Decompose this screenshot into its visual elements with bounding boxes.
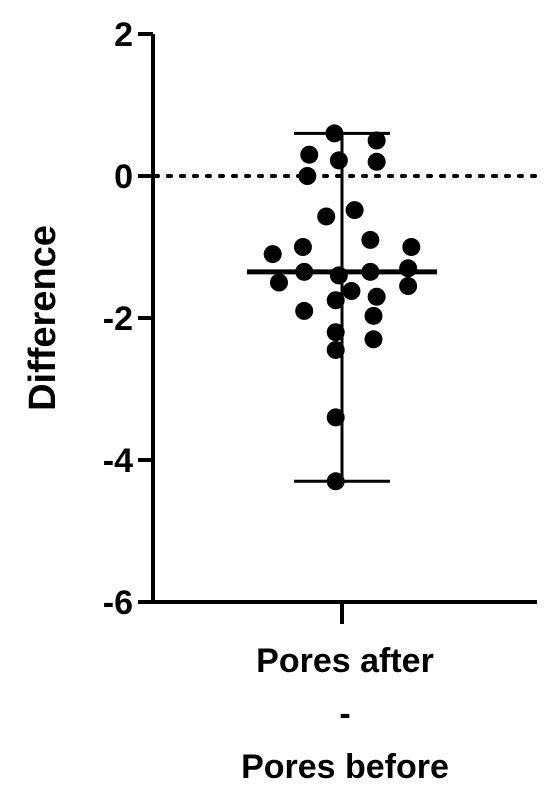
data-point — [326, 323, 345, 342]
data-point — [329, 266, 348, 285]
data-point — [361, 262, 380, 281]
data-point — [342, 282, 361, 301]
data-point — [317, 207, 336, 226]
data-point — [263, 245, 282, 264]
data-point — [367, 131, 386, 150]
data-point — [298, 167, 317, 185]
y-tick-label: 2 — [114, 16, 133, 54]
data-point — [399, 277, 418, 296]
y-axis: 2 0 -2 -4 -6 — [103, 16, 537, 622]
data-point — [326, 472, 345, 491]
x-category-label: Pores after — [256, 642, 434, 680]
data-point — [295, 301, 314, 320]
data-point — [295, 262, 314, 281]
data-point — [329, 151, 348, 170]
data-point — [326, 291, 345, 310]
data-point — [326, 340, 345, 359]
x-axis: Pores after - Pores before — [241, 602, 449, 786]
data-point — [293, 238, 312, 256]
data-point — [325, 124, 344, 143]
data-point — [402, 238, 421, 256]
y-axis-title: Difference — [22, 225, 64, 411]
data-point — [399, 259, 418, 278]
data-point — [345, 201, 364, 220]
data-point — [326, 408, 345, 427]
data-point — [364, 330, 383, 349]
data-point — [367, 152, 386, 171]
data-point — [367, 287, 386, 306]
data-point — [364, 306, 383, 325]
data-point — [361, 230, 380, 249]
summary-bars — [247, 131, 437, 483]
y-tick-label: 0 — [114, 158, 133, 196]
y-tick-label: -6 — [103, 584, 133, 622]
y-tick-label: -2 — [103, 300, 133, 338]
data-point — [300, 145, 319, 164]
x-category-label: - — [339, 695, 350, 733]
x-category-label: Pores before — [241, 748, 449, 786]
y-tick-label: -4 — [103, 442, 133, 480]
data-point — [270, 273, 288, 292]
data-points — [263, 124, 421, 491]
